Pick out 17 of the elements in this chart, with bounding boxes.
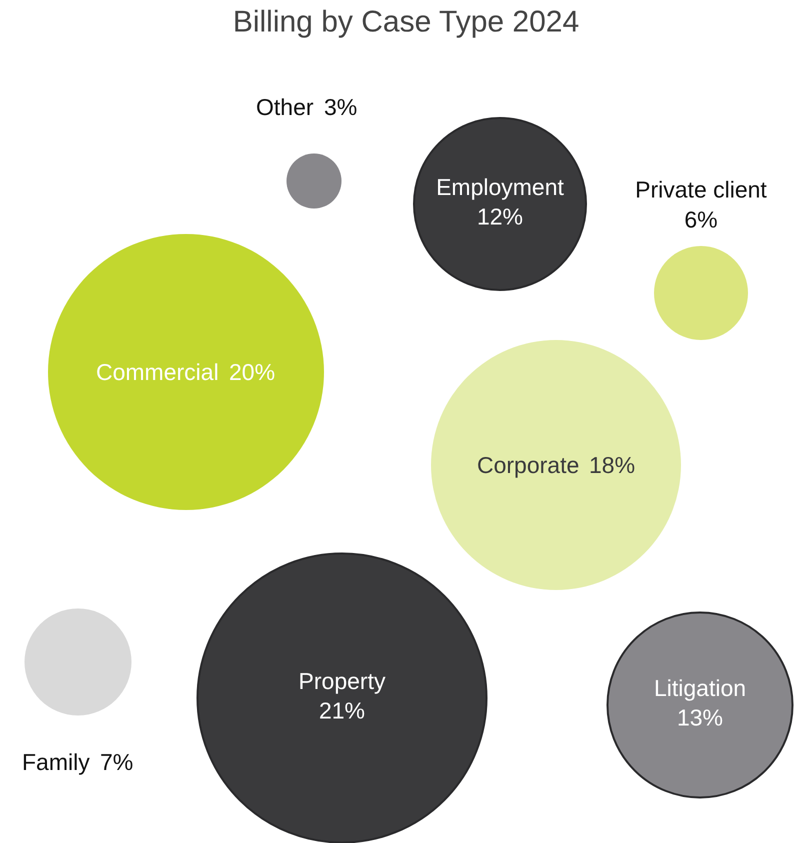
- category-label: Commercial: [96, 359, 219, 385]
- data-label: 12%: [476, 204, 524, 230]
- data-label: 18%: [589, 452, 636, 478]
- category-label: Corporate: [477, 452, 580, 478]
- data-label: 13%: [676, 704, 724, 731]
- category-label: Private client: [635, 176, 768, 203]
- category-label: Property: [298, 668, 386, 694]
- category-label: Employment: [436, 174, 565, 200]
- category-label: Other: [256, 94, 314, 120]
- text: Billing by Case Type 2024: [232, 6, 580, 39]
- category-label: Family: [22, 749, 90, 775]
- data-label: 3%: [324, 94, 358, 120]
- data-label: 20%: [229, 359, 276, 385]
- data-label: 21%: [318, 698, 366, 724]
- data-label: 6%: [684, 206, 718, 232]
- category-label: Litigation: [654, 674, 746, 701]
- data-label: 7%: [100, 749, 134, 775]
